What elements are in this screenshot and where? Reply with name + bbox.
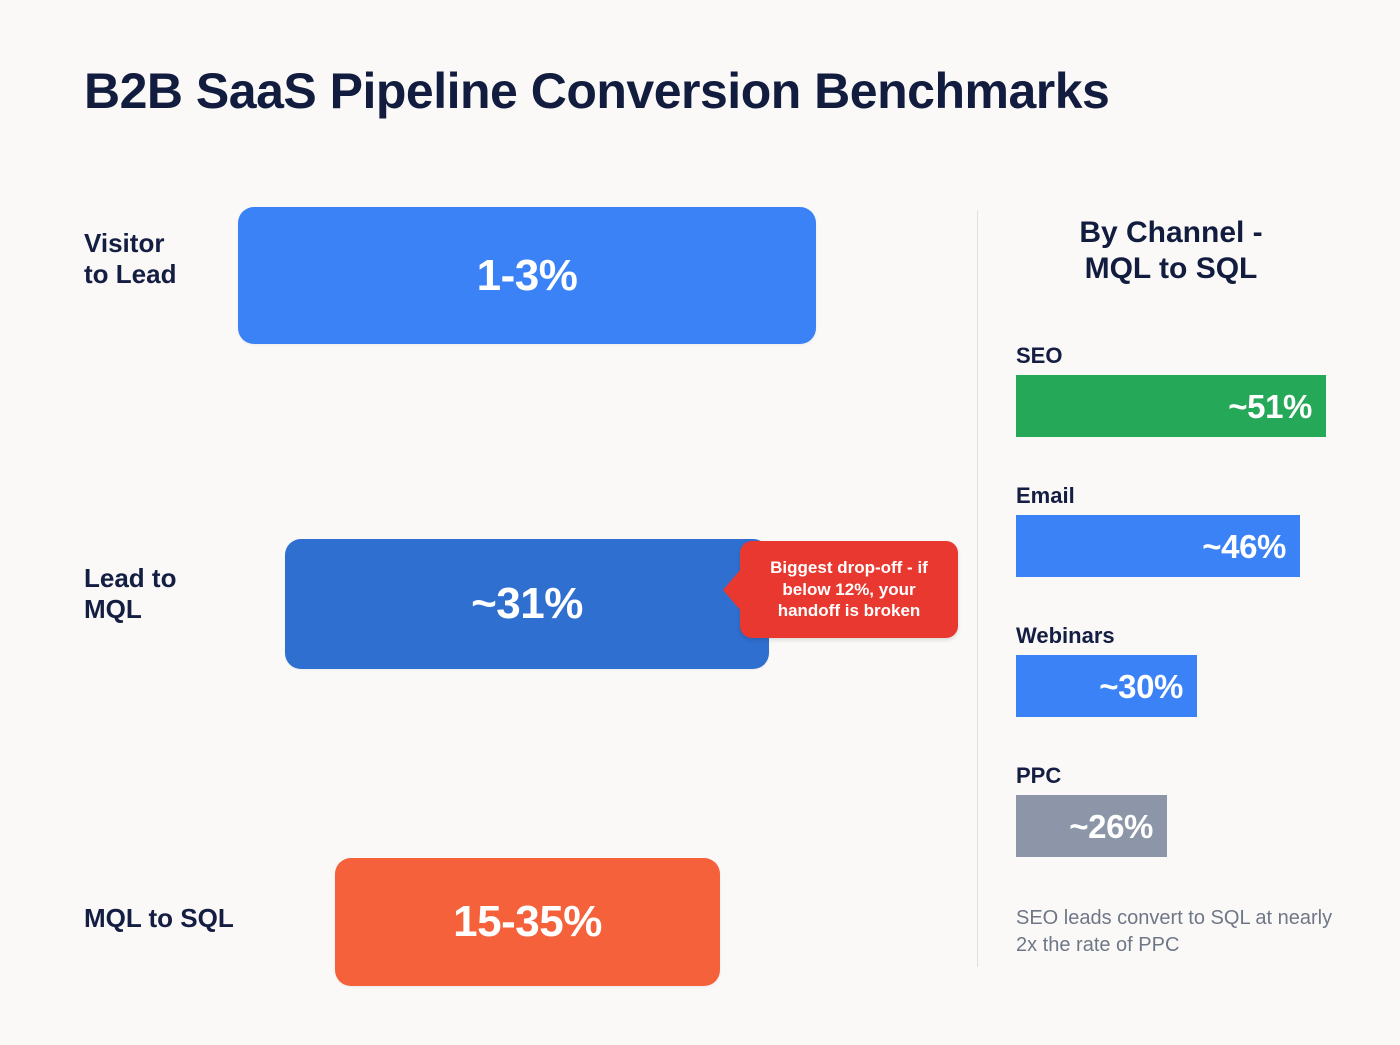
channel-name: SEO	[1016, 343, 1063, 368]
channel-bar: ~51%	[1016, 375, 1326, 437]
channel-item: Webinars ~30%	[1016, 625, 1346, 717]
funnel-stage-bar: 15-35%	[335, 858, 720, 986]
channel-bar: ~26%	[1016, 795, 1167, 857]
channel-value: ~30%	[1099, 667, 1183, 705]
channel-item: SEO ~51%	[1016, 345, 1346, 437]
channel-value: ~26%	[1069, 807, 1153, 845]
funnel-stage-bar: 1-3%	[238, 207, 816, 344]
channel-breakdown-panel: By Channel - MQL to SQL SEO ~51% Email ~…	[1016, 215, 1346, 975]
funnel-stage-value: 15-35%	[453, 897, 602, 946]
channel-bar: ~46%	[1016, 515, 1300, 577]
drop-off-callout-text: Biggest drop-off - if below 12%, your ha…	[770, 557, 928, 621]
funnel-stage-value: 1-3%	[476, 250, 578, 300]
panel-divider	[977, 210, 978, 967]
channel-name: PPC	[1016, 763, 1062, 788]
funnel-stage-label: Visitor to Lead	[84, 228, 177, 289]
funnel-stage-label: Lead to MQL	[84, 563, 177, 624]
funnel-stage-bar: ~31%	[285, 539, 769, 669]
pipeline-funnel-chart: Visitor to Lead 1-3% Lead to MQL ~31% MQ…	[0, 195, 960, 995]
channel-footnote: SEO leads convert to SQL at nearly 2x th…	[1016, 907, 1333, 956]
channel-bar: ~30%	[1016, 655, 1197, 717]
channel-name: Email	[1016, 483, 1075, 508]
page-title: B2B SaaS Pipeline Conversion Benchmarks	[84, 63, 1110, 119]
funnel-stage-value: ~31%	[471, 579, 583, 628]
channel-panel-heading: By Channel - MQL to SQL	[1079, 216, 1263, 285]
funnel-stage-label: MQL to SQL	[84, 903, 234, 933]
channel-value: ~46%	[1202, 527, 1286, 565]
channel-item: Email ~46%	[1016, 485, 1346, 577]
channel-item: PPC ~26%	[1016, 765, 1346, 857]
channel-value: ~51%	[1228, 387, 1312, 425]
channel-name: Webinars	[1016, 623, 1115, 648]
drop-off-callout: Biggest drop-off - if below 12%, your ha…	[740, 541, 958, 638]
